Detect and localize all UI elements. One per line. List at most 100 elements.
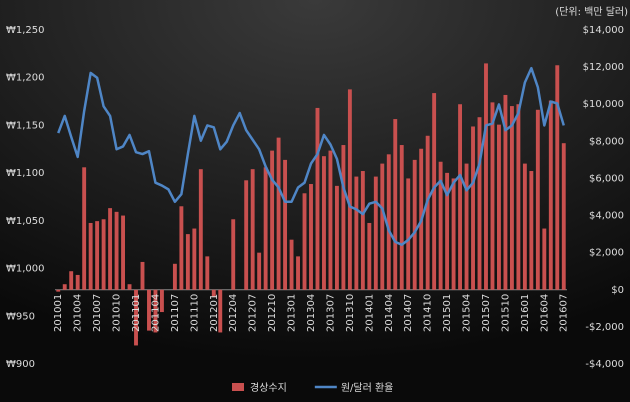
bar: [185, 234, 190, 290]
bar: [341, 145, 346, 290]
x-tick-label: 201410: [423, 294, 434, 332]
bar: [56, 289, 61, 292]
bar: [347, 89, 352, 290]
bar: [522, 163, 527, 290]
bar: [127, 284, 132, 290]
bar: [367, 222, 372, 290]
x-tick-label: 201404: [384, 294, 395, 332]
legend-swatch: [232, 383, 244, 391]
bar: [88, 222, 93, 290]
x-tick-label: 201007: [92, 294, 103, 332]
bar: [147, 289, 151, 331]
y2-tick-label: -$2,000: [585, 322, 624, 333]
bar: [458, 104, 463, 290]
x-tick-label: 201004: [73, 294, 84, 332]
y2-tick-label: $12,000: [583, 62, 624, 73]
bar: [445, 172, 450, 290]
bar: [75, 274, 80, 290]
bar: [250, 169, 255, 290]
x-tick-label: 201010: [112, 294, 123, 332]
legend-label: 원/달러 환율: [341, 382, 394, 394]
y-tick-label: ₩900: [6, 359, 35, 370]
x-tick-label: 201607: [559, 294, 570, 332]
bar: [114, 211, 119, 290]
x-tick-label: 201501: [442, 294, 453, 332]
y2-tick-label: -$4,000: [585, 359, 624, 370]
x-tick-label: 201510: [500, 294, 511, 332]
bar: [179, 206, 184, 290]
bar: [399, 145, 404, 290]
x-tick-label: 201001: [53, 294, 64, 332]
bar: [101, 219, 106, 290]
x-tick-label: 201201: [209, 294, 220, 332]
bar: [438, 161, 443, 290]
x-tick-label: 201307: [325, 294, 336, 332]
bar: [393, 119, 398, 290]
x-tick-label: 201507: [481, 294, 492, 332]
bar: [257, 252, 262, 290]
bar: [244, 180, 249, 290]
y2-tick-label: $6,000: [589, 173, 624, 184]
line: [57, 66, 565, 246]
x-tick-label: 201101: [131, 294, 142, 332]
bar: [296, 256, 300, 290]
bar: [289, 239, 294, 290]
x-tick-label: 201301: [287, 294, 298, 332]
legend-label: 경상수지: [250, 381, 287, 394]
x-tick-label: 201210: [267, 294, 278, 332]
bar: [354, 176, 359, 290]
bar: [432, 93, 437, 290]
bar: [108, 208, 113, 290]
bar: [484, 63, 488, 290]
bar: [548, 100, 553, 290]
unit-note: (단위: 백만 달러): [555, 5, 628, 18]
y2-tick-label: $14,000: [583, 25, 624, 36]
bar: [69, 271, 74, 290]
bar: [270, 150, 275, 290]
bar: [198, 169, 203, 290]
bar: [309, 184, 313, 290]
bar: [464, 163, 469, 290]
bar: [322, 156, 326, 290]
x-tick-label: 201601: [520, 294, 531, 332]
y-tick-label: ₩1,100: [6, 168, 45, 179]
y-tick-label: ₩1,050: [6, 216, 45, 227]
y2-tick-label: $8,000: [589, 136, 624, 147]
bar: [315, 107, 320, 290]
x-tick-label: 201204: [228, 294, 239, 332]
bar: [509, 106, 514, 290]
bar: [140, 261, 145, 290]
bar: [121, 215, 125, 290]
bar: [172, 263, 177, 290]
x-tick-label: 201107: [170, 294, 181, 332]
bar: [134, 289, 138, 346]
bar: [561, 143, 566, 290]
bar: [231, 219, 236, 290]
x-tick-label: 201207: [248, 294, 259, 332]
y-tick-label: ₩950: [6, 311, 35, 322]
x-tick-label: 201504: [462, 294, 473, 332]
bar: [477, 117, 482, 290]
y-tick-label: ₩1,250: [6, 25, 45, 36]
bar: [192, 228, 197, 290]
bar: [425, 135, 430, 290]
bar: [555, 65, 560, 290]
x-tick-label: 201110: [189, 294, 200, 332]
y-tick-label: ₩1,200: [6, 73, 45, 84]
x-tick-label: 201604: [539, 294, 550, 332]
y2-tick-label: $2,000: [589, 248, 624, 259]
bar: [276, 137, 281, 290]
bar: [490, 102, 495, 290]
bar: [503, 94, 508, 290]
bar: [535, 109, 540, 290]
y2-tick-label: $4,000: [589, 211, 624, 222]
x-tick-label: 201310: [345, 294, 356, 332]
x-tick-label: 201104: [150, 294, 161, 332]
bar: [82, 167, 87, 290]
bar: [373, 176, 378, 290]
x-tick-label: 201407: [403, 294, 414, 332]
bar: [516, 104, 521, 290]
bar: [471, 126, 475, 290]
bar: [386, 154, 391, 290]
